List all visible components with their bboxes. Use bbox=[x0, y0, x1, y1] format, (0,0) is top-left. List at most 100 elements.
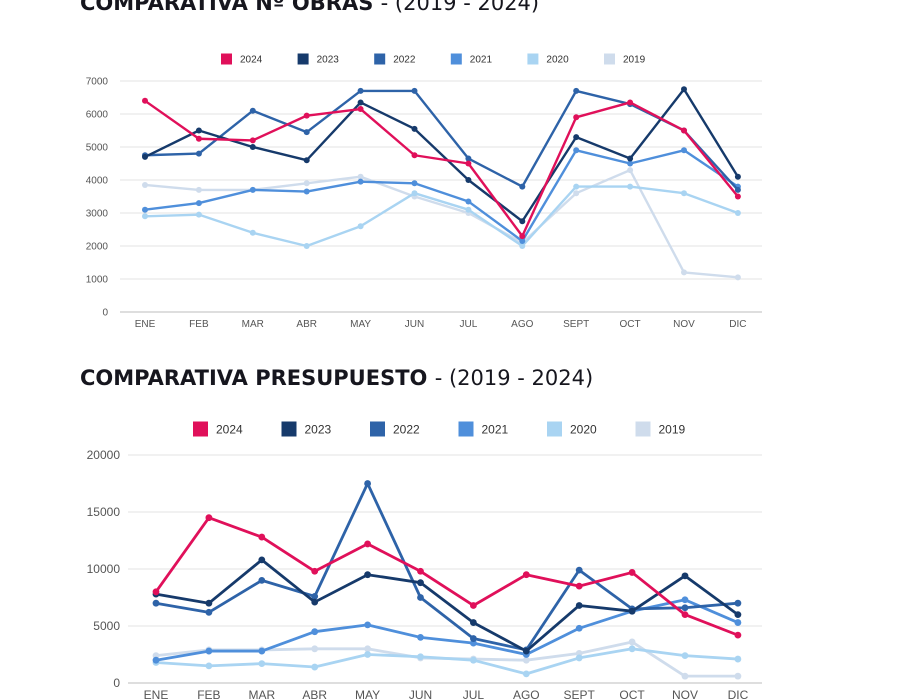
x-tick-label: MAY bbox=[355, 688, 380, 700]
data-point bbox=[195, 150, 202, 157]
data-point bbox=[681, 572, 689, 580]
data-point bbox=[573, 134, 580, 141]
data-point bbox=[681, 127, 687, 134]
data-point bbox=[411, 125, 418, 132]
y-tick-label: 4000 bbox=[86, 176, 109, 187]
x-tick-label: DIC bbox=[729, 319, 746, 330]
data-point bbox=[575, 624, 583, 632]
data-point bbox=[417, 567, 424, 575]
data-point bbox=[152, 656, 160, 664]
x-tick-label: NOV bbox=[672, 688, 698, 700]
chart-title-range: - (2019 - 2024) bbox=[380, 0, 540, 15]
y-tick-label: 0 bbox=[113, 676, 120, 690]
data-point bbox=[364, 540, 371, 548]
legend-label: 2022 bbox=[393, 422, 420, 436]
legend-swatch bbox=[193, 421, 208, 437]
data-point bbox=[681, 604, 689, 612]
data-point bbox=[628, 638, 636, 646]
x-tick-label: ABR bbox=[296, 319, 317, 330]
legend-label: 2023 bbox=[305, 422, 332, 436]
x-tick-label: ABR bbox=[302, 688, 327, 700]
data-point bbox=[627, 99, 634, 106]
data-point bbox=[573, 114, 580, 121]
data-point bbox=[195, 127, 202, 134]
data-point bbox=[681, 147, 687, 154]
legend-swatch bbox=[221, 53, 232, 65]
data-point bbox=[311, 628, 319, 636]
data-point bbox=[519, 233, 526, 240]
x-tick-label: JUL bbox=[460, 319, 478, 330]
data-point bbox=[205, 647, 213, 655]
legend-label: 2022 bbox=[393, 55, 416, 66]
data-point bbox=[575, 582, 583, 590]
data-point bbox=[357, 106, 364, 113]
data-point bbox=[470, 656, 477, 664]
data-point bbox=[411, 87, 418, 94]
data-point bbox=[465, 177, 472, 183]
legend-label: 2021 bbox=[482, 422, 509, 436]
data-point bbox=[522, 571, 530, 579]
data-point bbox=[303, 157, 310, 164]
x-tick-label: DIC bbox=[728, 688, 749, 700]
data-point bbox=[258, 647, 266, 655]
x-tick-label: JUL bbox=[463, 688, 485, 700]
y-tick-label: 15000 bbox=[87, 505, 121, 519]
series-line bbox=[144, 149, 739, 243]
x-tick-label: MAR bbox=[242, 319, 264, 330]
data-point bbox=[734, 672, 742, 680]
y-tick-label: 2000 bbox=[86, 242, 109, 253]
y-tick-label: 5000 bbox=[86, 143, 109, 154]
data-point bbox=[465, 155, 472, 162]
data-point bbox=[311, 598, 319, 606]
legend-swatch bbox=[281, 421, 297, 437]
x-tick-label: OCT bbox=[620, 319, 641, 330]
data-point bbox=[628, 645, 636, 653]
data-point bbox=[519, 243, 526, 249]
data-point bbox=[734, 173, 741, 180]
data-point bbox=[522, 670, 530, 678]
data-point bbox=[681, 611, 689, 618]
series-line bbox=[154, 516, 739, 637]
x-tick-label: SEPT bbox=[563, 319, 589, 330]
data-point bbox=[681, 596, 689, 604]
data-point bbox=[249, 137, 256, 144]
legend-label: 2024 bbox=[240, 55, 263, 66]
chart-title-main: COMPARATIVA PRESUPUESTO bbox=[80, 366, 428, 390]
data-point bbox=[142, 181, 148, 188]
data-point bbox=[628, 569, 636, 576]
data-point bbox=[249, 186, 256, 193]
data-point bbox=[573, 183, 580, 190]
data-point bbox=[734, 186, 741, 193]
legend-swatch bbox=[370, 421, 385, 437]
legend-swatch bbox=[374, 53, 386, 65]
data-point bbox=[681, 190, 687, 197]
legend-label: 2020 bbox=[570, 422, 597, 436]
chart-title-presupuesto: COMPARATIVA PRESUPUESTO - (2019 - 2024) bbox=[80, 366, 593, 390]
y-tick-label: 1000 bbox=[86, 275, 109, 286]
data-point bbox=[411, 152, 418, 159]
chart-title-range: - (2019 - 2024) bbox=[434, 366, 594, 390]
series-line bbox=[144, 89, 739, 191]
legend-label: 2024 bbox=[216, 422, 243, 436]
x-tick-label: MAR bbox=[248, 688, 275, 700]
data-point bbox=[575, 602, 583, 609]
chart-title-obras: COMPARATIVA Nº OBRAS - (2019 - 2024) bbox=[80, 0, 539, 15]
data-point bbox=[734, 631, 742, 639]
series-line bbox=[155, 482, 739, 652]
data-point bbox=[627, 160, 634, 167]
x-tick-label: JUN bbox=[409, 688, 432, 700]
data-point bbox=[573, 147, 580, 154]
legend-label: 2023 bbox=[317, 55, 340, 66]
data-point bbox=[519, 238, 526, 245]
y-tick-label: 3000 bbox=[86, 209, 109, 220]
data-point bbox=[575, 566, 583, 574]
data-point bbox=[249, 229, 256, 236]
data-point bbox=[258, 533, 266, 541]
data-point bbox=[195, 200, 202, 207]
y-tick-label: 5000 bbox=[93, 619, 120, 633]
data-point bbox=[734, 599, 742, 607]
data-point bbox=[417, 594, 424, 601]
data-point bbox=[465, 160, 472, 167]
